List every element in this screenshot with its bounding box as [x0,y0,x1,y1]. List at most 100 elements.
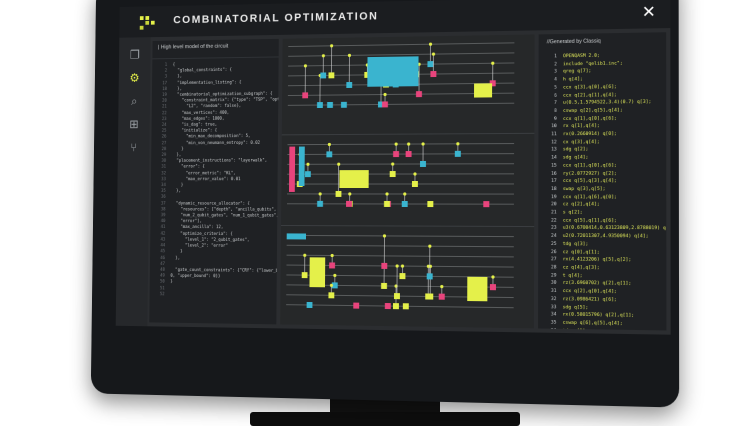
line-text: u(0.5,1.5794522,3.4)(0.7) q[3]; [563,100,651,106]
control-dot [333,274,336,277]
qubit-wire [287,154,514,155]
qasm-line: 18swap q[3],q[5]; [542,186,666,194]
qasm-line: 17 ccx q[5],q[3],q[4]; [542,178,666,186]
line-text: ccx q[1],q[6],q[0]; [563,195,617,200]
gate [393,303,399,309]
gate [328,292,334,298]
gate [353,303,359,309]
line-text: ccx q[5],q[3],q[4]; [563,179,617,184]
line-text: "num_2_qubit_gates", "num_1_qubit_gates"… [171,212,279,217]
gate [346,201,352,207]
line-number: 11 [543,131,557,139]
editor-code[interactable]: 1{2 "global_constraints": {3 },17 "imple… [150,57,279,298]
line-text: ccx q[2],q[1],q[4]; [563,93,617,99]
control-dot [413,172,416,175]
line-text: "constraint_matrix": {"type": "TSP", "op… [172,97,278,103]
qubit-wire [286,305,514,308]
gate [406,151,412,157]
line-text: ccx q[1],q[0],q[6]; [563,163,617,168]
line-text: } [172,146,184,151]
gate [399,273,405,279]
side-rail: ❐ ⚙ ⌕ ⊞ ⑂ [116,37,151,326]
line-number: 21 [542,209,556,217]
line-number: 7 [543,100,557,108]
control-dot [421,142,424,145]
model-icon[interactable]: ⚙ [127,70,142,86]
line-text: }, [172,86,181,91]
editor-line: 52 [151,291,276,299]
line-text: ccx q[3],q[0],q[6]; [563,85,617,91]
control-dot [331,254,334,257]
gate [384,201,390,207]
line-text: "initialize": { [172,128,217,133]
line-text: cswap q[6],q[5],q[4]; [563,321,623,327]
line-number: 27 [542,256,556,264]
gate [430,71,436,77]
line-number: 34 [542,311,556,319]
control-dot [348,192,351,195]
control-dot [303,254,306,257]
line-number: 3 [543,69,557,77]
gate [412,181,418,187]
line-text: "max_vertices": 400, [172,109,229,114]
line-text: "min_max_decomposition": 5, [172,134,251,139]
line-text: cz q[0],q[1]; [563,250,600,255]
gate [381,283,387,289]
gate [402,201,408,207]
gate [427,201,433,207]
composite-gate [287,233,306,239]
share-icon[interactable]: ⑂ [126,140,141,156]
line-text: ccx q[5],q[1],q[6]; [563,218,617,223]
files-icon[interactable]: ❐ [127,47,142,63]
control-dot [491,275,494,278]
line-text: "is_dag": true, [172,122,217,127]
model-editor[interactable]: | High level model of the circuit 1{2 "g… [149,39,279,325]
circuit-diagram[interactable] [280,34,534,328]
gate [329,262,335,268]
search-icon[interactable]: ⌕ [127,93,142,109]
separator [282,133,535,135]
gate [490,284,496,290]
line-text: "error"], [171,218,202,223]
circuit-blocks-icon[interactable]: ⊞ [126,116,141,132]
classiq-logo-icon [140,16,157,30]
line-text: "max_error_value": 0.01 [171,176,240,181]
qasm-panel[interactable]: //Generated by Classiq 1OPENQASM 2.0;2in… [538,32,666,330]
gate [302,272,308,278]
gate [427,61,433,67]
separator [281,225,534,226]
line-number: 24 [542,233,556,241]
control-dot [304,64,307,67]
line-number: 6 [543,92,557,100]
line-number: 52 [151,291,164,297]
line-number: 31 [542,288,556,296]
gate [336,191,342,197]
line-text: rx q[1],q[4]; [563,124,600,129]
circuit-panel[interactable] [280,34,534,328]
line-text: tdg q[3]; [563,242,589,247]
line-number: 2 [543,61,557,69]
control-dot [383,93,386,96]
line-text: "error_metric": "KL", [172,170,236,175]
control-dot [491,62,494,65]
control-dot [385,192,388,195]
control-dot [319,192,322,195]
close-icon[interactable]: ✕ [642,2,656,23]
control-dot [407,142,410,145]
line-text: include "qelib1.inc"; [563,61,623,67]
line-text: 0, "upper_bound": 0}} [170,273,220,278]
window-title: COMBINATORIAL OPTIMIZATION [173,10,378,26]
line-text: sdg q[5]; [563,305,589,310]
qasm-code[interactable]: 1OPENQASM 2.0;2include "qelib1.inc";3qre… [538,50,666,331]
control-dot [391,162,394,165]
gate [346,82,352,88]
composite-gate [309,257,325,287]
line-text: "level_2": "error" [171,243,228,248]
control-dot [330,44,333,47]
line-number: 4 [543,77,557,85]
gate [455,151,461,157]
line-text: "global_constraints": { [173,67,232,73]
line-number: 17 [542,178,556,186]
gate [317,102,323,108]
gate [327,102,333,108]
